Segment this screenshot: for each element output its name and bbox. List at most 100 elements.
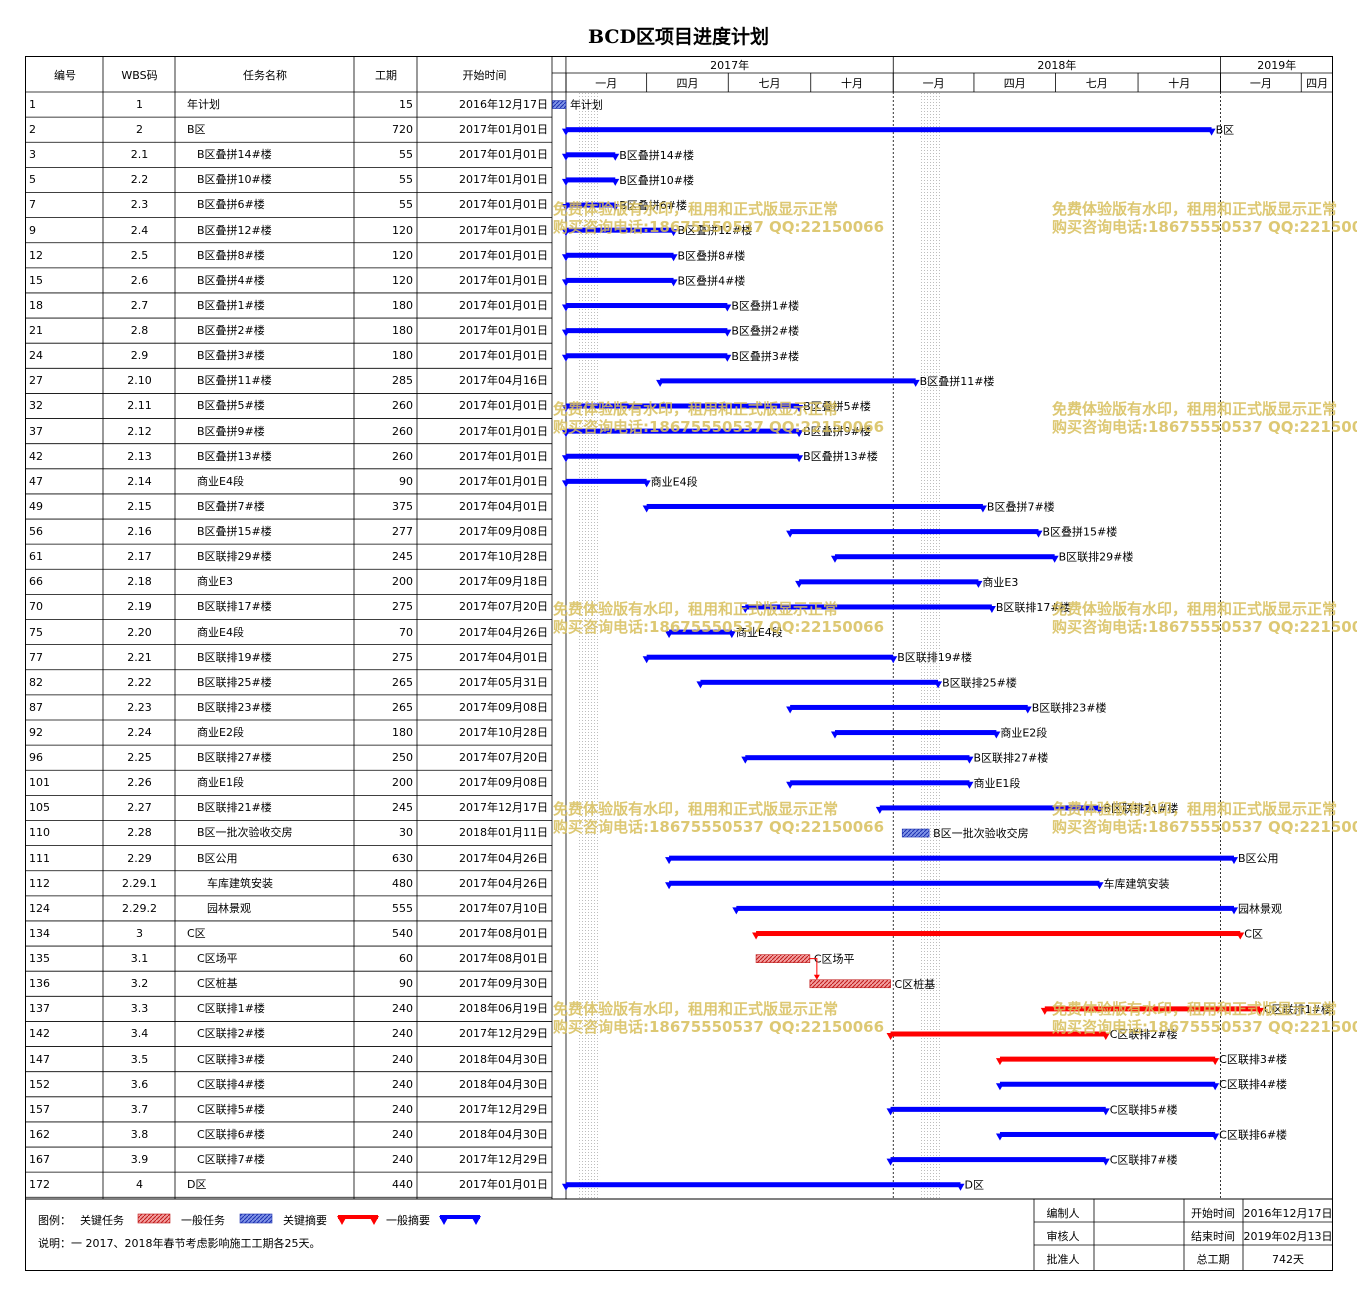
task-id: 70 bbox=[29, 600, 43, 614]
task-start: 2017年01月01日 bbox=[459, 223, 548, 237]
task-name: C区联排4#楼 bbox=[197, 1077, 265, 1091]
task-start: 2017年01月01日 bbox=[459, 349, 548, 363]
summary-bar bbox=[565, 403, 800, 409]
bar-label: C区桩基 bbox=[895, 977, 936, 991]
task-id: 110 bbox=[29, 826, 50, 840]
summary-end-marker bbox=[611, 204, 620, 212]
task-name: B区联排27#楼 bbox=[197, 751, 272, 765]
task-wbs: 2.29.1 bbox=[122, 876, 157, 890]
task-duration: 240 bbox=[392, 1153, 413, 1167]
task-start: 2018年06月19日 bbox=[459, 1002, 548, 1016]
task-wbs: 2.12 bbox=[127, 424, 152, 438]
task-wbs: 2.25 bbox=[127, 751, 152, 765]
summary-end-marker bbox=[669, 254, 678, 262]
bar-label: B区公用 bbox=[1238, 852, 1279, 865]
task-duration: 180 bbox=[392, 726, 413, 739]
summary-start-marker bbox=[741, 605, 750, 613]
task-wbs: 2.24 bbox=[127, 726, 152, 739]
summary-bar bbox=[999, 1056, 1216, 1062]
task-duration: 240 bbox=[392, 1127, 413, 1141]
legend-note: 说明：一 2017、2018年春节考虑影响施工工期各25天。 bbox=[38, 1237, 321, 1250]
summary-end-marker bbox=[1211, 1083, 1220, 1091]
col-header-name: 任务名称 bbox=[243, 69, 287, 82]
bar-label: C区联排1#楼 bbox=[1264, 1002, 1332, 1016]
summary-bar bbox=[799, 579, 979, 585]
task-start: 2017年01月01日 bbox=[459, 148, 548, 162]
task-start: 2018年04月30日 bbox=[459, 1077, 548, 1091]
task-wbs: 3 bbox=[136, 926, 143, 940]
task-id: 12 bbox=[29, 248, 43, 262]
summary-end-marker bbox=[1101, 1033, 1110, 1040]
summary-end-marker bbox=[723, 329, 732, 337]
summary-end-marker bbox=[1101, 1158, 1110, 1166]
summary-bar bbox=[565, 353, 728, 359]
task-duration: 265 bbox=[392, 675, 413, 689]
total-duration-value: 742天 bbox=[1272, 1253, 1304, 1266]
task-id: 87 bbox=[29, 700, 43, 714]
summary-bar bbox=[790, 780, 970, 786]
task-duration: 55 bbox=[399, 173, 413, 187]
task-duration: 70 bbox=[399, 625, 413, 639]
task-id: 7 bbox=[29, 198, 36, 212]
bar-label: B区叠拼6#楼 bbox=[619, 198, 687, 212]
task-id: 42 bbox=[29, 449, 43, 463]
approver-label: 批准人 bbox=[1046, 1253, 1080, 1266]
task-wbs: 2.28 bbox=[127, 826, 152, 840]
summary-end-marker bbox=[1095, 806, 1104, 814]
summary-bar bbox=[756, 931, 1241, 937]
task-name: C区联排3#楼 bbox=[197, 1052, 265, 1066]
summary-bar bbox=[565, 453, 800, 459]
summary-bar bbox=[565, 277, 674, 283]
summary-end-marker bbox=[1229, 907, 1238, 915]
task-id: 2 bbox=[29, 123, 36, 137]
summary-start-marker bbox=[786, 781, 795, 789]
bar-label: B区一批次验收交房 bbox=[933, 826, 1029, 840]
col-header-start: 开始时间 bbox=[462, 69, 507, 82]
task-start: 2017年01月01日 bbox=[459, 424, 548, 438]
bar-label: B区叠拼15#楼 bbox=[1043, 525, 1118, 539]
quarter-label: 四月 bbox=[1004, 77, 1026, 90]
summary-bar bbox=[565, 177, 616, 183]
task-start: 2018年01月11日 bbox=[459, 826, 548, 840]
task-wbs: 2.13 bbox=[127, 449, 152, 463]
summary-start-marker bbox=[1040, 1007, 1049, 1015]
task-duration: 285 bbox=[392, 374, 413, 388]
legend-critical-task: 关键任务 bbox=[80, 1214, 124, 1227]
task-duration: 265 bbox=[392, 700, 413, 714]
bar-label: B区叠拼7#楼 bbox=[987, 499, 1055, 513]
col-header-wbs: WBS码 bbox=[121, 69, 158, 82]
task-name: C区场平 bbox=[197, 952, 238, 966]
task-start: 2017年01月01日 bbox=[459, 198, 548, 212]
task-duration: 240 bbox=[392, 1002, 413, 1016]
start-time-value: 2016年12月17日 bbox=[1243, 1207, 1333, 1220]
legend-swatch-normal-summary bbox=[440, 1215, 480, 1219]
task-name: B区叠拼6#楼 bbox=[197, 198, 265, 212]
summary-start-marker bbox=[995, 1058, 1004, 1066]
legend-label: 图例： bbox=[38, 1214, 71, 1227]
summary-bar bbox=[646, 503, 983, 509]
task-duration: 15 bbox=[399, 98, 413, 111]
task-name: B区叠拼14#楼 bbox=[197, 148, 272, 162]
task-name: 车库建筑安装 bbox=[207, 876, 273, 890]
summary-start-marker bbox=[786, 706, 795, 714]
task-name: B区叠拼10#楼 bbox=[197, 173, 272, 187]
bar-label: C区 bbox=[1244, 928, 1263, 941]
task-duration: 720 bbox=[392, 123, 413, 137]
summary-start-marker bbox=[886, 1108, 895, 1116]
legend-swatch-critical-task bbox=[137, 1213, 171, 1224]
task-name: C区桩基 bbox=[197, 977, 238, 991]
summary-start-marker bbox=[665, 631, 674, 639]
task-duration: 275 bbox=[392, 600, 413, 614]
task-name: B区联排25#楼 bbox=[197, 675, 272, 689]
task-wbs: 2.2 bbox=[130, 173, 149, 187]
summary-bar bbox=[790, 704, 1028, 710]
bar-label: B区叠拼3#楼 bbox=[731, 349, 799, 363]
summary-start-marker bbox=[561, 455, 570, 463]
task-bar bbox=[552, 100, 567, 109]
task-id: 112 bbox=[29, 876, 50, 890]
bar-label: B区叠拼5#楼 bbox=[803, 399, 871, 413]
task-duration: 480 bbox=[392, 876, 413, 890]
summary-start-marker bbox=[995, 1083, 1004, 1091]
task-name: B区 bbox=[187, 123, 206, 137]
task-id: 124 bbox=[29, 901, 50, 915]
